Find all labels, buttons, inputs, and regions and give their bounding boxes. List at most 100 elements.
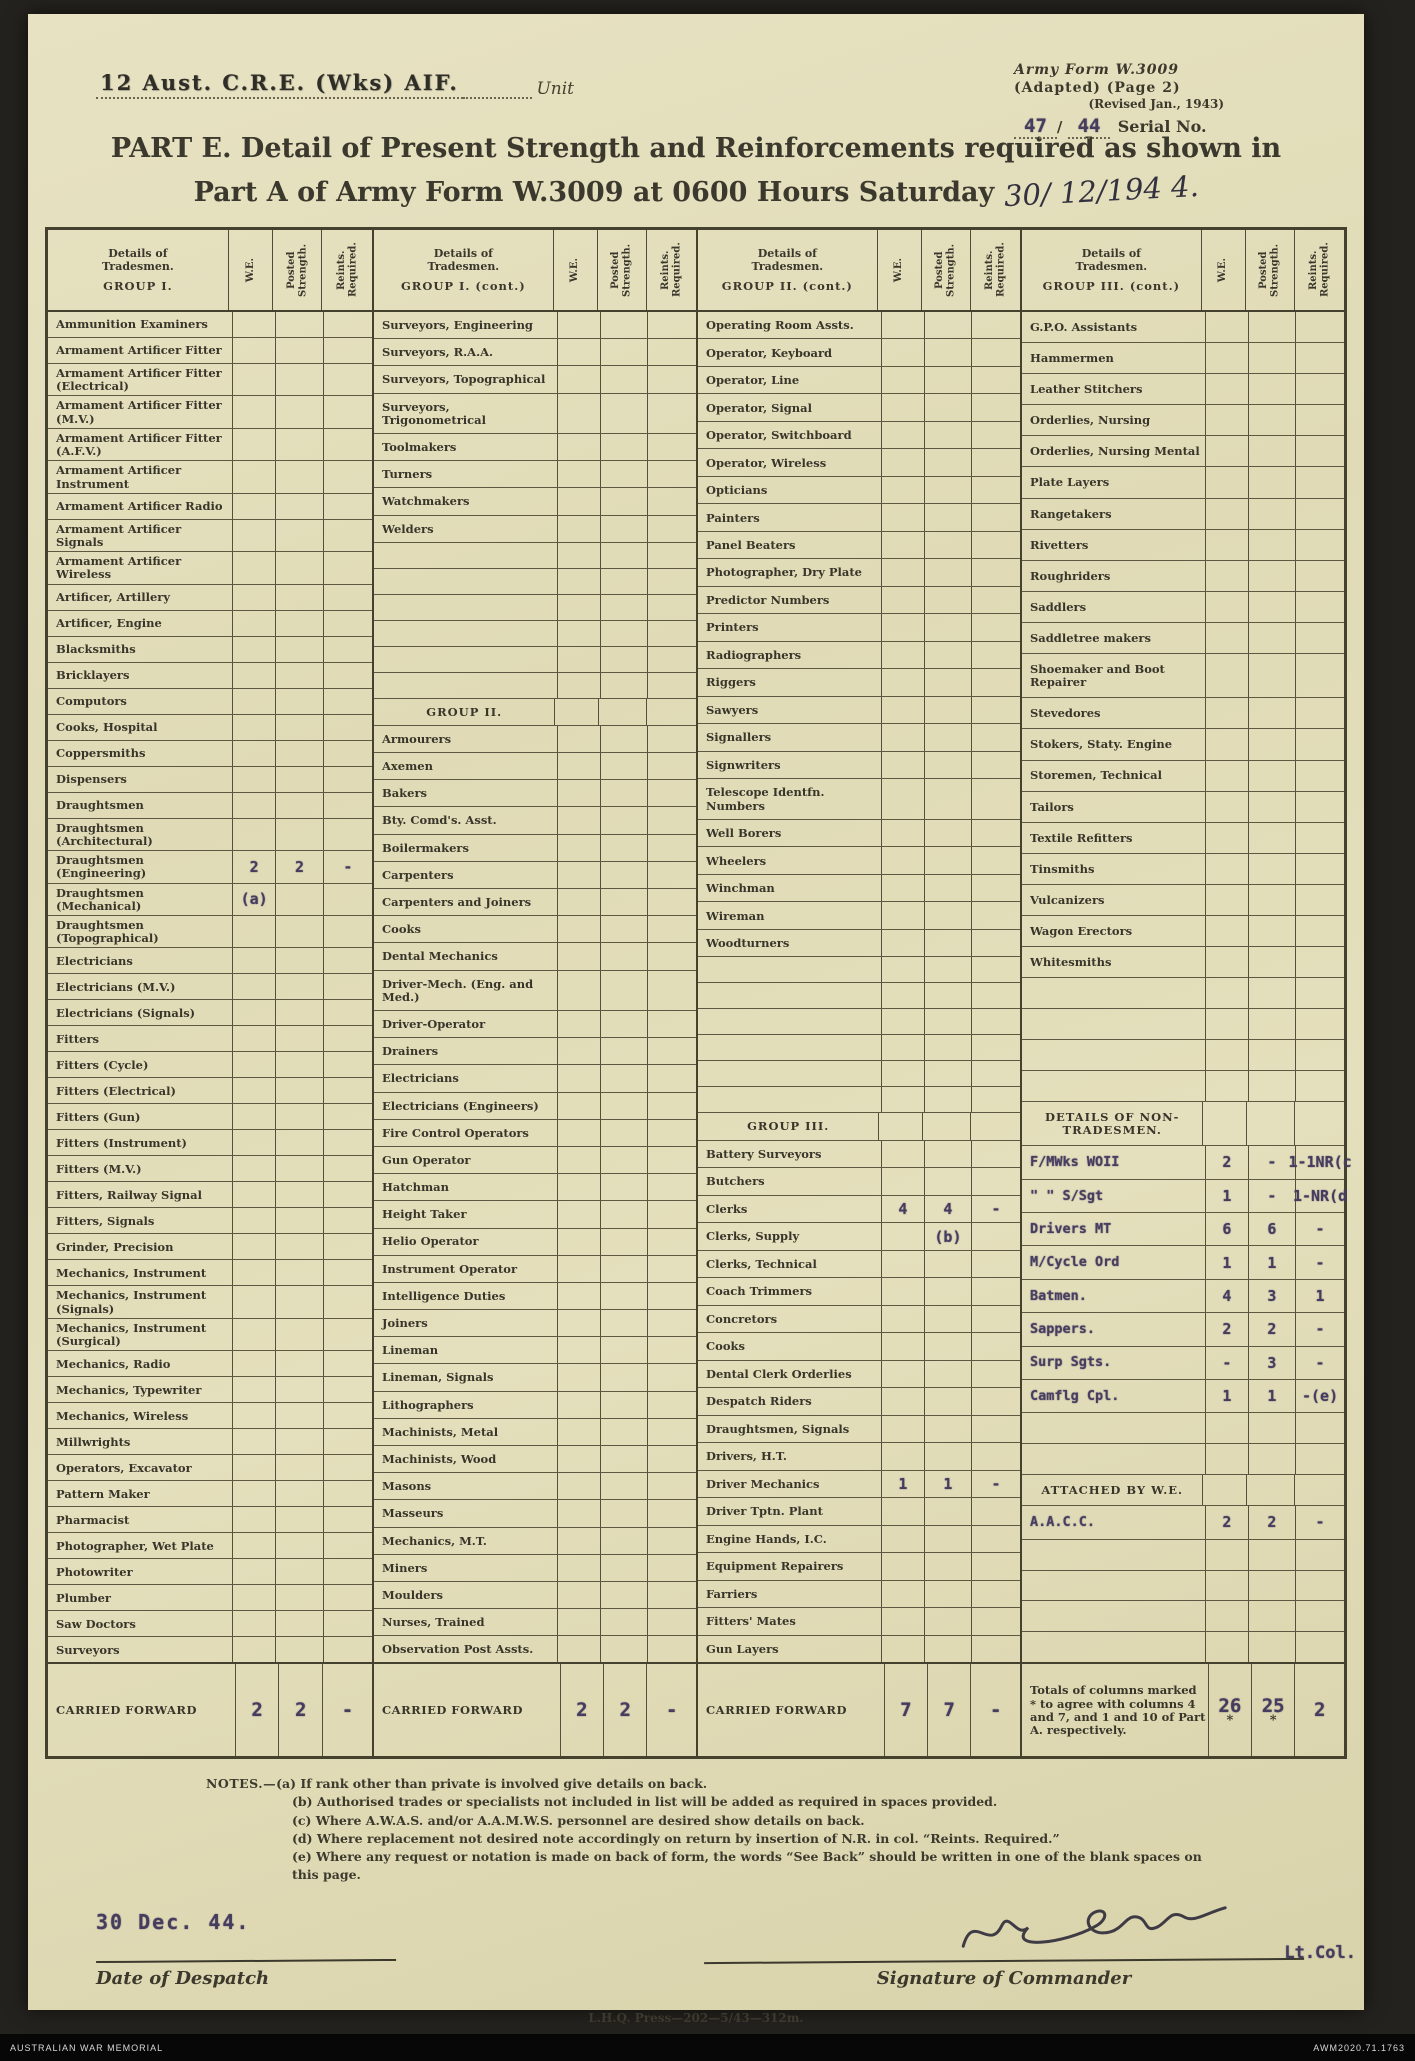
trade-label: Fitters (M.V.) — [48, 1156, 234, 1182]
trade-label: Mechanics, Radio — [48, 1351, 234, 1377]
posted-strength-cell — [601, 1500, 649, 1527]
trade-row: Drivers MT 6 6 - — [1022, 1212, 1344, 1247]
we-cell — [558, 1337, 601, 1364]
trade-row: Mechanics, Instrument — [48, 1260, 372, 1287]
posted-strength-cell — [1247, 1475, 1296, 1506]
trade-row: Armament Artificer Fitter (A.F.V.) — [48, 428, 372, 462]
we-cell — [882, 819, 925, 847]
posted-strength-cell — [601, 366, 649, 393]
group-name: GROUP I. — [103, 279, 173, 294]
reints-total-cell: - — [341, 1699, 354, 1722]
trade-label — [374, 542, 559, 568]
we-cell — [558, 1146, 601, 1174]
posted-strength-cell — [601, 393, 649, 433]
blank-row — [374, 594, 696, 621]
trade-row: Operator, Signal — [698, 394, 1020, 422]
trade-row: Electricians (Engineers) — [374, 1092, 696, 1120]
trade-label: Moulders — [374, 1581, 559, 1609]
reints-required-cell — [324, 1637, 372, 1662]
trade-row: Predictor Numbers — [698, 586, 1020, 615]
reints-required-cell — [324, 1000, 372, 1025]
we-cell — [558, 834, 601, 861]
trade-row: Machinists, Metal — [374, 1418, 696, 1446]
posted-strength-cell — [925, 1278, 973, 1305]
trade-label — [1022, 1570, 1207, 1601]
trade-row: Operator, Line — [698, 366, 1020, 395]
trade-label: Armament Artificer Fitter (A.F.V.) — [48, 428, 234, 461]
trade-label: Computors — [48, 688, 234, 714]
posted-strength-cell — [1249, 498, 1297, 529]
reints-required-cell — [972, 394, 1020, 420]
trade-row: Grinder, Precision — [48, 1234, 372, 1261]
blank-row — [374, 542, 696, 569]
trade-row: Armament Artificer Radio — [48, 493, 372, 520]
reints-required-cell — [1296, 1540, 1344, 1570]
we-cell — [233, 766, 277, 792]
posted-strength-cell — [925, 1087, 973, 1113]
posted-strength-cell — [601, 943, 649, 970]
we-cell — [1206, 467, 1249, 498]
reints-required-cell — [648, 807, 696, 833]
we-cell — [882, 339, 925, 366]
we-cell — [558, 1500, 601, 1527]
trade-row: Drainers — [374, 1038, 696, 1066]
reints-required-cell — [972, 312, 1020, 338]
posted-strength-cell — [925, 614, 973, 641]
blank-row — [698, 1035, 1020, 1062]
posted-strength-cell — [276, 1559, 324, 1585]
date-of-despatch-block: 30 Dec. 44. Date of Despatch — [95, 1910, 397, 1989]
reints-required-header: Reints. Required. — [1307, 242, 1331, 298]
trade-label: Engine Hands, I.C. — [698, 1525, 883, 1553]
trade-row: Fitters, Signals — [48, 1208, 372, 1235]
blank-row — [1022, 1601, 1344, 1633]
we-cell — [233, 1403, 277, 1429]
trade-row: Rivetters — [1022, 529, 1344, 561]
reints-required-cell — [648, 1174, 696, 1200]
reints-required-cell — [648, 1337, 696, 1363]
reints-required-cell — [972, 1223, 1020, 1249]
reints-required-cell — [648, 916, 696, 942]
reints-required-cell — [1296, 698, 1344, 728]
we-cell — [558, 807, 601, 834]
blank-row — [698, 1087, 1020, 1114]
we-cell — [882, 1061, 925, 1087]
reints-required-cell — [648, 394, 696, 433]
trade-label: Rivetters — [1022, 529, 1207, 560]
reints-required-cell — [1296, 654, 1344, 697]
posted-strength-cell — [601, 1174, 649, 1201]
we-cell — [882, 1009, 925, 1035]
trade-label — [1022, 978, 1207, 1009]
posted-strength-cell — [276, 948, 324, 974]
trade-row: Armament Artificer Fitter (M.V.) — [48, 396, 372, 429]
trade-row: Fitters (Instrument) — [48, 1130, 372, 1157]
form-revised-line: (Revised Jan., 1943) — [1088, 97, 1224, 111]
we-cell — [1206, 978, 1249, 1009]
reints-required-cell — [648, 1364, 696, 1390]
reints-required-cell: 1-NR(d — [1292, 1186, 1348, 1205]
trade-label — [374, 646, 559, 672]
trade-label — [1022, 1632, 1207, 1663]
we-cell — [558, 1038, 601, 1065]
we-cell — [882, 929, 925, 957]
trade-label: Painters — [698, 504, 883, 531]
posted-strength-cell — [601, 568, 649, 594]
posted-strength-cell — [276, 1507, 324, 1533]
trade-label: Artificer, Engine — [48, 610, 234, 636]
posted-strength-cell: 1 — [1249, 1379, 1297, 1413]
note-e: (e) Where any request or notation is mad… — [292, 1848, 1202, 1882]
posted-strength-cell — [925, 449, 973, 476]
we-cell: 4 — [1206, 1279, 1249, 1313]
trade-row: Orderlies, Nursing Mental — [1022, 436, 1344, 468]
reints-required-cell — [1296, 1571, 1344, 1601]
trade-label: Draughtsmen, Signals — [698, 1415, 883, 1443]
posted-strength-cell — [925, 1608, 973, 1635]
trade-label: Driver-Operator — [374, 1011, 559, 1038]
we-cell — [882, 1443, 925, 1470]
reints-required-cell — [1296, 499, 1344, 529]
reints-required-cell — [324, 494, 372, 519]
reints-required-cell — [972, 422, 1020, 448]
trade-row: Miners — [374, 1554, 696, 1582]
reints-required-cell — [1296, 436, 1344, 466]
trade-row: Coach Trimmers — [698, 1278, 1020, 1306]
we-cell — [558, 393, 601, 433]
